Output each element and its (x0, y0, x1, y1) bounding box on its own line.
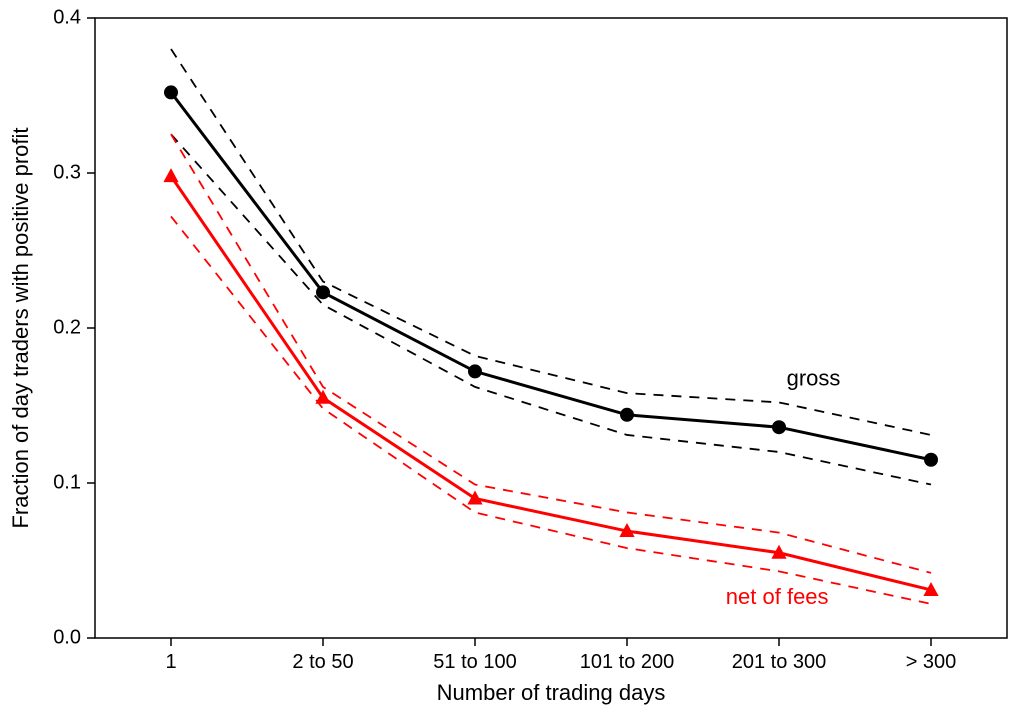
gross-ci-lower (171, 134, 931, 484)
gross-marker (468, 364, 482, 378)
y-tick-label: 0.4 (53, 6, 81, 28)
gross-marker (772, 420, 786, 434)
y-tick-label: 0.0 (53, 626, 81, 648)
net-marker (163, 168, 178, 182)
net-marker (467, 491, 482, 505)
gross-marker (620, 408, 634, 422)
x-tick-label: 101 to 200 (580, 651, 675, 673)
x-axis-title: Number of trading days (437, 680, 666, 705)
gross-marker (164, 85, 178, 99)
chart-container: 0.0 0.1 0.2 0.3 0.4 1 2 to 50 51 to 100 101 to 2… (0, 0, 1024, 725)
x-tick-label: > 300 (906, 651, 957, 673)
plot-border (95, 18, 1007, 638)
x-tick-label: 2 to 50 (292, 651, 353, 673)
gross-line (171, 92, 931, 459)
net-ci-upper (171, 134, 931, 573)
y-tick-label: 0.3 (53, 161, 81, 183)
chart-svg: 0.0 0.1 0.2 0.3 0.4 1 2 to 50 51 to 100 101 to 2… (0, 0, 1024, 725)
gross-label: gross (787, 365, 841, 390)
x-tick-label: 201 to 300 (732, 651, 827, 673)
y-tick-label: 0.1 (53, 471, 81, 493)
gross-marker (316, 285, 330, 299)
x-tick-label: 1 (165, 651, 176, 673)
y-axis-title: Fraction of day traders with positive pr… (8, 127, 33, 528)
net-label: net of fees (726, 584, 829, 609)
y-tick-label: 0.2 (53, 316, 81, 338)
gross-marker (924, 453, 938, 467)
x-tick-label: 51 to 100 (433, 651, 516, 673)
